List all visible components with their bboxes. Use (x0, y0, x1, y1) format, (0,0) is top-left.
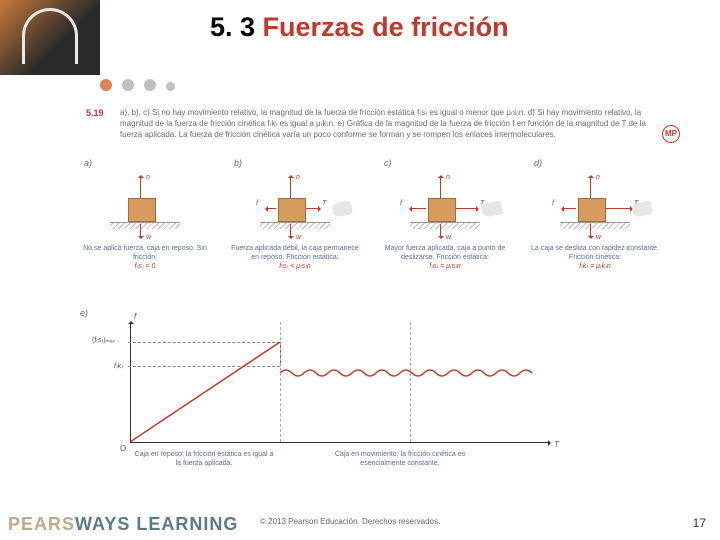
block-icon (278, 198, 306, 222)
weight-arrow (140, 224, 141, 238)
diagram-eq: f₍s₎ = μ₍s₎n (429, 263, 461, 270)
hand-icon (481, 200, 503, 217)
ground-hatch (110, 223, 180, 229)
normal-arrow (140, 176, 141, 198)
block-icon (578, 198, 606, 222)
t-arrow (606, 208, 632, 209)
diagram-c: c) n w T f Mayor fuerza aplicada, caja a… (380, 170, 510, 290)
hand-icon (631, 200, 653, 217)
weight-arrow (440, 224, 441, 238)
diagram-text: Mayor fuerza aplicada, caja a punto de d… (380, 244, 510, 271)
diagram-b: b) n w T f Fuerza aplicada débil, la caj… (230, 170, 360, 290)
f-label: f (552, 200, 554, 207)
arch-graphic (22, 8, 78, 64)
t-arrow (456, 208, 478, 209)
header-thumbnail (0, 0, 100, 75)
ground-hatch (260, 223, 330, 229)
f-arrow (410, 208, 426, 209)
diagram-label: d) (534, 158, 542, 168)
origin-label: O (120, 444, 126, 453)
diagram-text: La caja se desliza con rapidez constante… (530, 244, 660, 271)
n-label: n (296, 174, 300, 181)
block-icon (428, 198, 456, 222)
diagram-eq: f₍k₎ = μ₍k₎n (579, 263, 611, 270)
graph-caption-left: Caja en reposo; la fricción estática es … (134, 450, 274, 468)
diagram-d: d) n w T f La caja se desliza con rapide… (530, 170, 660, 290)
diagram-row: a) n w No se aplica fuerza, caja en repo… (80, 170, 660, 290)
t-arrow (306, 208, 320, 209)
diagram-label: a) (84, 158, 92, 168)
static-ramp (130, 342, 300, 442)
bullet-dots (100, 78, 185, 96)
y-axis-label: f (134, 312, 136, 321)
hand-icon (331, 200, 353, 217)
fk-label: f₍k₎ (114, 362, 123, 370)
x-axis-label: T (554, 440, 559, 449)
graph-caption-right: Caja en movimiento; la fricción cinética… (330, 450, 470, 468)
diagram-text: Fuerza aplicada débil, la caja permanece… (230, 244, 360, 271)
f-arrow (266, 208, 276, 209)
divider-line-1 (280, 322, 281, 442)
x-axis (130, 442, 550, 443)
page-number: 17 (693, 516, 706, 530)
weight-arrow (290, 224, 291, 238)
figure-number: 5.19 (86, 108, 104, 118)
diagram-a: a) n w No se aplica fuerza, caja en repo… (80, 170, 210, 290)
t-label: T (322, 200, 326, 207)
weight-arrow (590, 224, 591, 238)
normal-arrow (590, 176, 591, 198)
normal-arrow (440, 176, 441, 198)
title-topic: Fuerzas de fricción (263, 12, 509, 42)
logo-right: WAYS LEARNING (75, 514, 238, 534)
fs-max-label: (f₍s₎)ₘₐₓ (92, 336, 115, 344)
diagram-label: c) (384, 158, 392, 168)
friction-graph: e) f T O (f₍s₎)ₘₐₓ f₍k₎ Caja en reposo; … (130, 322, 570, 472)
normal-arrow (290, 176, 291, 198)
diagram-label: b) (234, 158, 242, 168)
w-label: w (596, 234, 601, 241)
block-icon (128, 198, 156, 222)
figure-caption: a), b), c) Si no hay movimiento relativo… (120, 108, 660, 140)
f-label: f (400, 200, 402, 207)
ground-hatch (560, 223, 630, 229)
n-label: n (146, 174, 150, 181)
w-label: w (296, 234, 301, 241)
f-label: f (256, 200, 258, 207)
diagram-text: No se aplica fuerza, caja en reposo. Sin… (80, 244, 210, 271)
n-label: n (446, 174, 450, 181)
mp-badge: MP (662, 125, 680, 143)
n-label: n (596, 174, 600, 181)
diagram-eq: f₍s₎ = 0 (135, 263, 156, 270)
diagram-eq: f₍s₎ < μ₍s₎n (279, 263, 311, 270)
publisher-logo: PEARSWAYS LEARNING (0, 508, 280, 540)
ground-hatch (410, 223, 480, 229)
logo-left: PEARS (8, 514, 75, 534)
w-label: w (446, 234, 451, 241)
f-arrow (562, 208, 576, 209)
title-section: 5. 3 (210, 12, 263, 42)
divider-line-2 (410, 322, 411, 442)
page-title: 5. 3 Fuerzas de fricción (210, 12, 509, 43)
w-label: w (146, 234, 151, 241)
graph-label-e: e) (80, 308, 88, 318)
copyright-text: © 2013 Pearson Educación. Derechos reser… (260, 517, 440, 526)
